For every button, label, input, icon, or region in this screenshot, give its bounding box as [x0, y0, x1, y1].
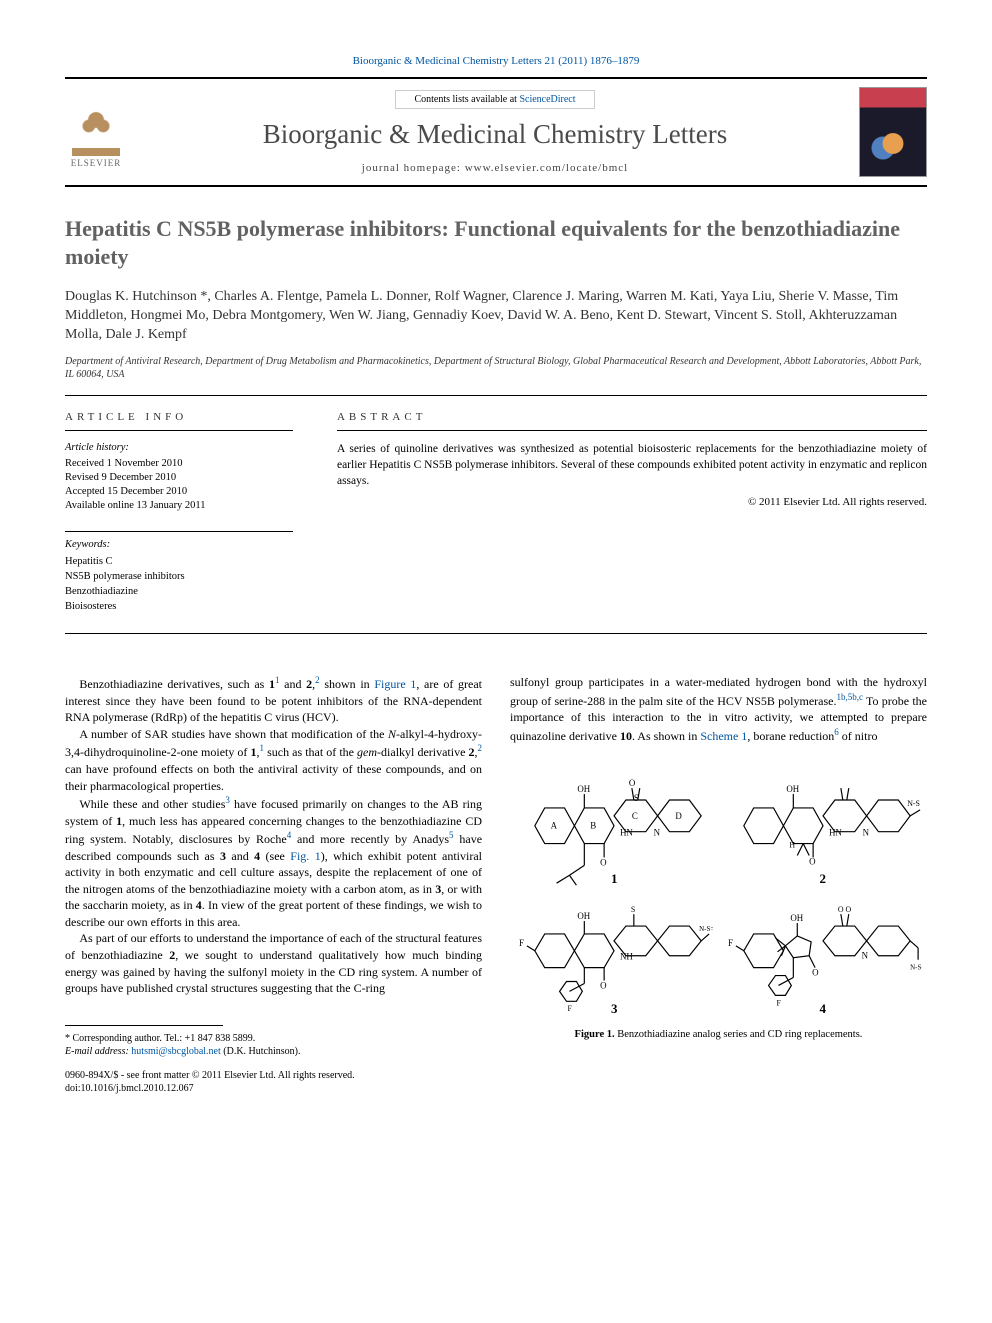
svg-text:H: H: [789, 840, 795, 849]
svg-text:OH: OH: [578, 784, 591, 794]
structure-1: A B C D OH O HN O N S 1: [510, 760, 719, 890]
svg-text:S: S: [631, 905, 635, 914]
citation-line: Bioorganic & Medicinal Chemistry Letters…: [65, 55, 927, 67]
email-link[interactable]: hutsmi@sbcglobal.net: [131, 1046, 220, 1057]
svg-text:O: O: [812, 967, 819, 977]
svg-text:C: C: [632, 810, 638, 820]
article-info-column: ARTICLE INFO Article history: Received 1…: [65, 396, 315, 635]
affiliation: Department of Antiviral Research, Depart…: [65, 355, 927, 381]
figure-link[interactable]: Fig. 1: [290, 849, 320, 863]
svg-text:O: O: [600, 980, 607, 990]
svg-text:OH: OH: [578, 911, 591, 921]
svg-text:HN: HN: [829, 827, 842, 837]
corresponding-author-footnote: * Corresponding author. Tel.: +1 847 838…: [65, 1032, 482, 1059]
svg-text:F: F: [568, 1004, 573, 1013]
svg-text:HN: HN: [620, 827, 633, 837]
ref-link[interactable]: 2: [477, 743, 482, 753]
svg-text:N: N: [862, 827, 869, 837]
structure-4: F OH O N F O O N-S=O 4: [719, 890, 928, 1020]
svg-text:O: O: [629, 778, 636, 788]
svg-text:OH: OH: [790, 913, 803, 923]
svg-text:NH: NH: [620, 951, 633, 961]
article-title: Hepatitis C NS5B polymerase inhibitors: …: [65, 215, 927, 270]
svg-text:N: N: [861, 950, 868, 960]
figure-link[interactable]: Figure 1: [374, 677, 416, 691]
svg-text:B: B: [590, 820, 596, 830]
svg-text:O: O: [600, 857, 607, 867]
sciencedirect-link[interactable]: ScienceDirect: [519, 94, 575, 105]
svg-text:F: F: [728, 938, 733, 948]
svg-text:N-S=O: N-S=O: [910, 964, 922, 971]
structure-3: F OH O NH F S N-S=O 3: [510, 890, 719, 1020]
svg-text:N-S: N-S: [907, 799, 920, 808]
journal-cover-thumbnail: [859, 87, 927, 177]
svg-text:O O: O O: [838, 905, 852, 914]
svg-text:F: F: [776, 998, 781, 1007]
figure-1-caption: Figure 1. Benzothiadiazine analog series…: [510, 1028, 927, 1042]
svg-text:F: F: [519, 938, 524, 948]
svg-text:N-S=O: N-S=O: [699, 926, 713, 933]
svg-text:A: A: [551, 820, 558, 830]
right-column: sulfonyl group participates in a water-m…: [510, 674, 927, 1058]
scheme-link[interactable]: Scheme 1: [700, 729, 747, 743]
svg-text:O: O: [809, 856, 816, 866]
ref-link[interactable]: 1b,5b,c: [836, 692, 863, 702]
svg-text:OH: OH: [786, 784, 799, 794]
body-text: Benzothiadiazine derivatives, such as 11…: [65, 674, 927, 1058]
journal-homepage: journal homepage: www.elsevier.com/locat…: [145, 162, 845, 174]
structure-2: OH O HN N N-S H 2: [719, 760, 928, 890]
doi-block: 0960-894X/$ - see front matter © 2011 El…: [65, 1069, 355, 1095]
journal-header: ELSEVIER Contents lists available at Sci…: [65, 77, 927, 187]
elsevier-logo: ELSEVIER: [65, 96, 127, 168]
figure-1: A B C D OH O HN O N S 1: [510, 760, 927, 1042]
author-list: Douglas K. Hutchinson *, Charles A. Flen…: [65, 288, 927, 345]
svg-text:S: S: [634, 793, 639, 803]
keywords-list: Hepatitis C NS5B polymerase inhibitors B…: [65, 555, 293, 615]
svg-text:N: N: [654, 827, 661, 837]
journal-name: Bioorganic & Medicinal Chemistry Letters: [145, 119, 845, 150]
svg-text:D: D: [676, 810, 683, 820]
abstract-column: ABSTRACT A series of quinoline derivativ…: [315, 396, 927, 635]
left-column: Benzothiadiazine derivatives, such as 11…: [65, 674, 482, 1058]
contents-available: Contents lists available at ScienceDirec…: [395, 90, 594, 109]
